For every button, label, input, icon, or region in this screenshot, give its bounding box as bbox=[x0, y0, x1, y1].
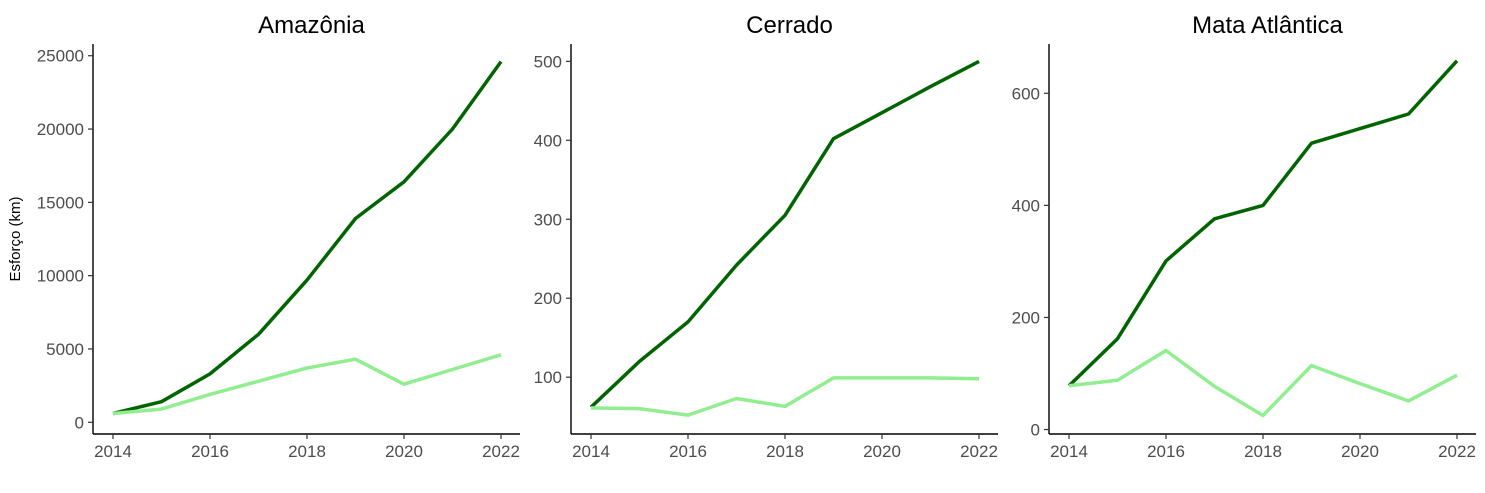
y-tick-label: 200 bbox=[1012, 308, 1040, 327]
y-tick-label: 0 bbox=[75, 413, 84, 432]
y-tick-label: 25000 bbox=[37, 47, 84, 66]
panel-2: Cerrado 100 200 300 400 500 2014 2016 2018 2020 20… bbox=[534, 12, 998, 461]
y-tick-label: 200 bbox=[534, 289, 562, 308]
series-line-dark bbox=[589, 59, 980, 409]
x-tick-label: 2016 bbox=[1147, 442, 1185, 461]
x-tick-label: 2018 bbox=[766, 442, 804, 461]
y-tick-label: 400 bbox=[534, 131, 562, 150]
x-tick-label: 2014 bbox=[94, 442, 132, 461]
panel-title: Cerrado bbox=[746, 12, 833, 39]
x-tick-label: 2022 bbox=[960, 442, 998, 461]
x-tick-label: 2014 bbox=[572, 442, 610, 461]
series-line-dark bbox=[1067, 59, 1459, 388]
panel-title: Mata Atlântica bbox=[1192, 12, 1343, 39]
series-line-light bbox=[1068, 348, 1458, 418]
series-line-dark bbox=[112, 60, 503, 416]
x-tick-label: 2022 bbox=[482, 442, 520, 461]
y-tick-label: 600 bbox=[1012, 84, 1040, 103]
panel-title: Amazônia bbox=[258, 12, 365, 39]
y-axis-title: Esforço (km) bbox=[7, 196, 24, 281]
x-tick-label: 2016 bbox=[669, 442, 707, 461]
y-tick-label: 300 bbox=[534, 210, 562, 229]
x-tick-label: 2018 bbox=[1244, 442, 1282, 461]
y-tick-label: 20000 bbox=[37, 120, 84, 139]
y-tick-label: 500 bbox=[534, 52, 562, 71]
series-line-light bbox=[112, 353, 502, 416]
x-tick-label: 2020 bbox=[385, 442, 423, 461]
x-tick-label: 2020 bbox=[863, 442, 901, 461]
y-tick-label: 400 bbox=[1012, 196, 1040, 215]
x-tick-label: 2022 bbox=[1438, 442, 1476, 461]
x-tick-label: 2020 bbox=[1341, 442, 1379, 461]
x-tick-label: 2016 bbox=[191, 442, 229, 461]
y-tick-label: 10000 bbox=[37, 267, 84, 286]
x-tick-label: 2018 bbox=[288, 442, 326, 461]
y-tick-label: 15000 bbox=[37, 193, 84, 212]
y-tick-label: 5000 bbox=[46, 340, 84, 359]
panel-3: Mata Atlântica 0 200 400 600 2014 2016 2018 2020… bbox=[1012, 12, 1476, 461]
y-tick-label: 100 bbox=[534, 368, 562, 387]
y-tick-label: 0 bbox=[1031, 421, 1040, 440]
panel-1: Amazônia 0 5000 10000 15000 20000 25000 2014 201… bbox=[37, 12, 520, 461]
x-tick-label: 2014 bbox=[1050, 442, 1088, 461]
series-line-light bbox=[590, 376, 980, 417]
